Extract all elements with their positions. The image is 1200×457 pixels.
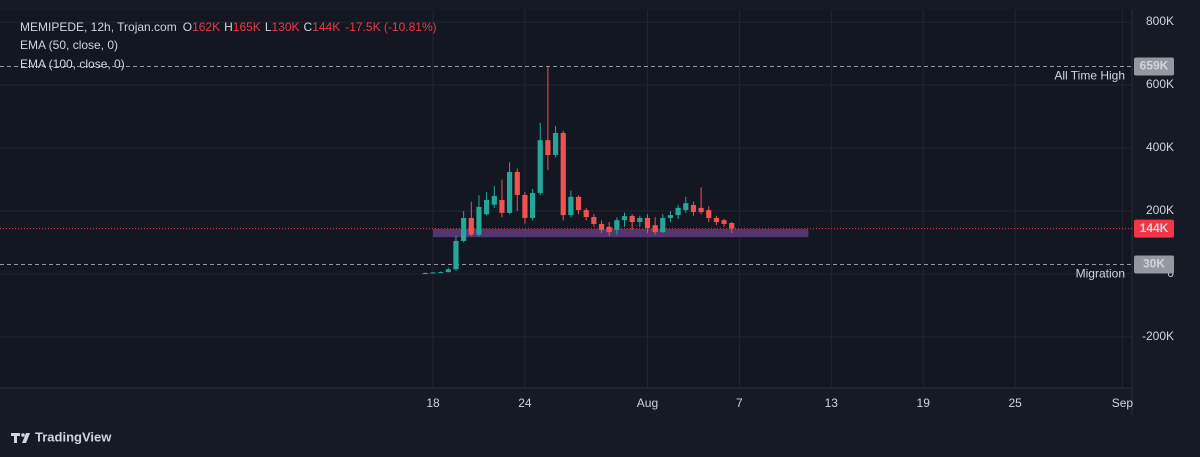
candle-body bbox=[484, 200, 490, 215]
legend-key: C bbox=[304, 20, 313, 34]
price-tag-label: 30K bbox=[1143, 257, 1165, 271]
zone bbox=[433, 228, 809, 238]
candle-body bbox=[614, 220, 620, 230]
candle-body bbox=[591, 217, 597, 224]
price-tag-label: 659K bbox=[1140, 59, 1169, 73]
legend-value: 144K bbox=[312, 20, 340, 34]
candle-body bbox=[476, 206, 482, 235]
x-tick-label: 7 bbox=[736, 396, 743, 410]
candle-body bbox=[568, 196, 574, 216]
x-tick-label: 25 bbox=[1008, 396, 1022, 410]
grid bbox=[0, 10, 1132, 388]
legend-key: H bbox=[224, 20, 233, 34]
legend-value: 165K bbox=[233, 20, 261, 34]
legend-line: MEMIPEDE, 12h, Trojan.com O162K H165K L130K… bbox=[20, 20, 437, 34]
y-tick-label: 200K bbox=[1146, 203, 1174, 217]
candle-body bbox=[461, 217, 467, 241]
candle-body bbox=[560, 132, 566, 216]
candle-body bbox=[552, 132, 559, 155]
candle-body bbox=[598, 223, 605, 230]
candle-body bbox=[637, 217, 643, 223]
candle-body bbox=[522, 194, 528, 218]
y-tick-label: 800K bbox=[1146, 14, 1174, 28]
legend-symbol: MEMIPEDE, 12h, Trojan.com bbox=[20, 20, 177, 34]
price-tag bbox=[1134, 57, 1174, 76]
candle-body bbox=[499, 200, 505, 213]
price-tag bbox=[1134, 219, 1174, 238]
x-tick-label: 19 bbox=[917, 396, 931, 410]
candle-body bbox=[690, 205, 697, 212]
level-text: Migration bbox=[1076, 267, 1125, 281]
x-tick-label: 24 bbox=[518, 396, 532, 410]
candle-body bbox=[453, 240, 459, 270]
candle-body bbox=[537, 140, 543, 194]
candle-body bbox=[606, 226, 612, 233]
x-tick-label: 18 bbox=[426, 396, 440, 410]
candle-body bbox=[583, 210, 589, 218]
candle-body bbox=[422, 273, 428, 275]
indicator-label: EMA (100, close, 0) bbox=[20, 57, 125, 71]
x-tick-label: Sep bbox=[1112, 396, 1134, 410]
legend-key: L bbox=[265, 20, 272, 34]
legend-key: O bbox=[183, 20, 192, 34]
x-tick-label: 13 bbox=[825, 396, 839, 410]
candle-body bbox=[621, 216, 628, 221]
legend-value: 130K bbox=[272, 20, 300, 34]
y-tick-label: -200K bbox=[1142, 329, 1174, 343]
candle-body bbox=[629, 216, 635, 223]
candle-body bbox=[675, 207, 681, 216]
price-tag bbox=[1134, 255, 1174, 274]
candle-body bbox=[468, 217, 474, 235]
candle-body bbox=[713, 217, 720, 223]
candle-body bbox=[683, 203, 689, 211]
indicator-label: EMA (50, close, 0) bbox=[20, 38, 118, 52]
price-tag-label: 144K bbox=[1140, 221, 1169, 235]
brand-name: TradingView bbox=[35, 429, 112, 444]
candle-body bbox=[721, 220, 727, 224]
candle-body bbox=[660, 217, 666, 233]
candle-body bbox=[507, 171, 513, 213]
candle-body bbox=[652, 225, 658, 233]
plot-area bbox=[0, 10, 1132, 388]
candle-body bbox=[545, 140, 551, 155]
candle-body bbox=[438, 272, 444, 274]
candle-body bbox=[644, 217, 651, 229]
candle-body bbox=[698, 207, 704, 212]
candle-body bbox=[729, 222, 735, 229]
legend-change: -17.5K (-10.81%) bbox=[345, 20, 436, 34]
candle-body bbox=[430, 272, 436, 274]
candle-body bbox=[667, 215, 674, 218]
candle-body bbox=[575, 196, 582, 211]
candle-body bbox=[445, 269, 451, 273]
y-tick-label: 400K bbox=[1146, 140, 1174, 154]
brand-logo bbox=[11, 433, 30, 443]
y-tick-label: 600K bbox=[1146, 77, 1174, 91]
candle-body bbox=[514, 171, 520, 195]
candle-body bbox=[529, 193, 536, 218]
level-text: All Time High bbox=[1054, 69, 1125, 83]
candle-body bbox=[491, 195, 497, 205]
candle-body bbox=[706, 210, 712, 218]
x-tick-label: Aug bbox=[637, 396, 658, 410]
legend-value: 162K bbox=[192, 20, 220, 34]
